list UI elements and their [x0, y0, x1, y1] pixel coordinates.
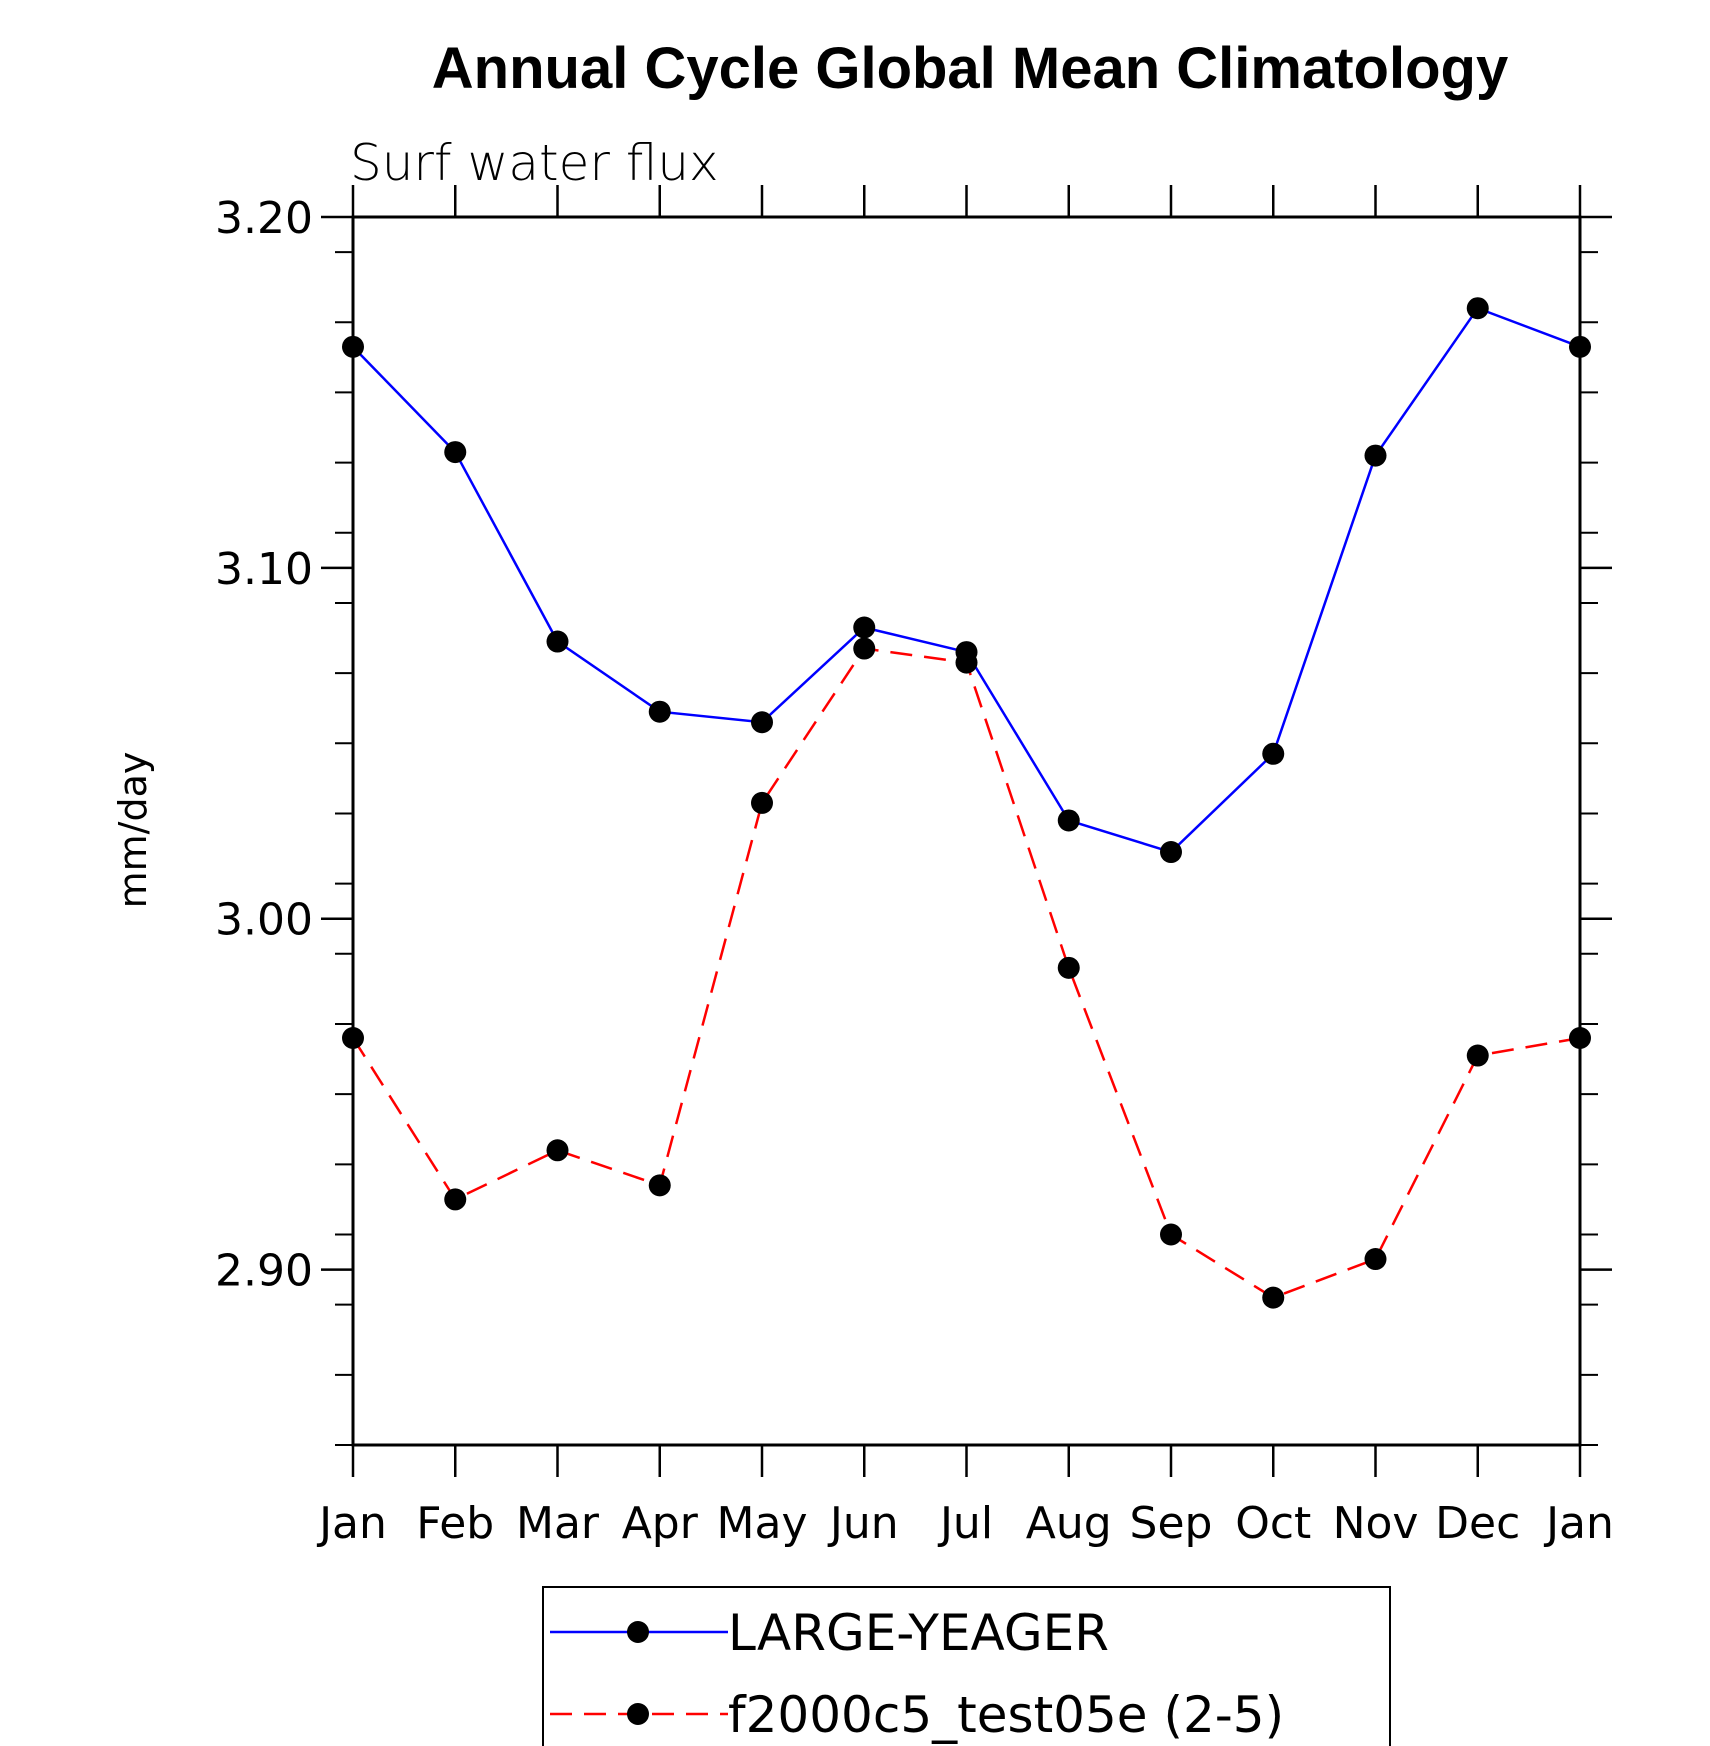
x-tick-label: Nov: [1333, 1498, 1419, 1549]
x-tick-label: Sep: [1130, 1498, 1213, 1549]
data-point-series-0: [648, 700, 671, 723]
data-point-series-1: [853, 637, 876, 660]
y-tick-label: 2.90: [215, 1246, 313, 1297]
chart-title: Annual Cycle Global Mean Climatology: [432, 36, 1508, 101]
chart-subtitle: Surf water flux: [350, 134, 719, 192]
data-point-series-1: [1057, 956, 1080, 979]
data-point-series-0: [342, 335, 364, 358]
legend-marker-large-yeager: [627, 1621, 649, 1643]
legend-label-f2000c5: f2000c5_test05e (2-5): [728, 1686, 1284, 1744]
x-tick-label: May: [717, 1498, 808, 1549]
data-point-series-1: [342, 1027, 364, 1050]
y-tick-label: 3.10: [215, 544, 313, 595]
data-point-series-0: [853, 616, 876, 639]
x-tick-label: Aug: [1026, 1498, 1112, 1549]
series-line-0: [352, 306, 1581, 854]
data-point-series-0: [1057, 809, 1080, 832]
data-point-series-1: [444, 1188, 467, 1211]
x-tick-label: Oct: [1235, 1498, 1311, 1549]
series-line-1: [351, 647, 1581, 1300]
legend-box: [542, 1586, 1391, 1746]
x-tick-label: Jul: [937, 1498, 993, 1549]
x-tick-label: Feb: [416, 1498, 494, 1549]
x-tick-label: Jan: [316, 1498, 387, 1549]
data-point-series-1: [751, 791, 773, 814]
data-point-series-1: [648, 1174, 671, 1197]
data-point-series-1: [1466, 1044, 1489, 1067]
data-point-series-1: [1569, 1027, 1591, 1050]
x-tick-label: Jan: [1543, 1498, 1614, 1549]
axis-ticks: Jan Feb Mar Apr May Jun Jul Aug Sep Oct Nov Dec Jan 2…: [215, 185, 1614, 1549]
data-point-series-0: [751, 711, 773, 734]
data-point-series-0: [444, 441, 467, 464]
data-point-series-0: [1364, 444, 1387, 467]
x-tick-label: Mar: [516, 1498, 600, 1549]
data-point-series-1: [546, 1139, 569, 1162]
data-point-series-0: [1160, 841, 1182, 864]
data-point-series-0: [546, 630, 569, 653]
data-point-series-1: [955, 651, 978, 674]
plot-frame: [351, 215, 1582, 1447]
y-axis-label: mm/day: [111, 752, 155, 909]
x-tick-label: Dec: [1435, 1498, 1520, 1549]
legend-marker-f2000c5: [627, 1703, 649, 1725]
series-layer: [342, 297, 1591, 1309]
legend-label-large-yeager: LARGE-YEAGER: [728, 1604, 1109, 1662]
y-tick-label: 3.20: [215, 193, 313, 244]
data-point-series-1: [1364, 1248, 1387, 1271]
legend: LARGE-YEAGER f2000c5_test05e (2-5): [542, 1586, 1391, 1746]
data-point-series-0: [1466, 297, 1489, 320]
data-point-series-0: [1262, 742, 1285, 765]
x-tick-label: Jun: [827, 1498, 899, 1549]
data-point-series-1: [1262, 1286, 1285, 1309]
data-point-series-0: [1569, 335, 1591, 358]
y-tick-label: 3.00: [215, 895, 313, 946]
x-tick-label: Apr: [622, 1498, 699, 1549]
data-point-series-1: [1160, 1223, 1182, 1246]
